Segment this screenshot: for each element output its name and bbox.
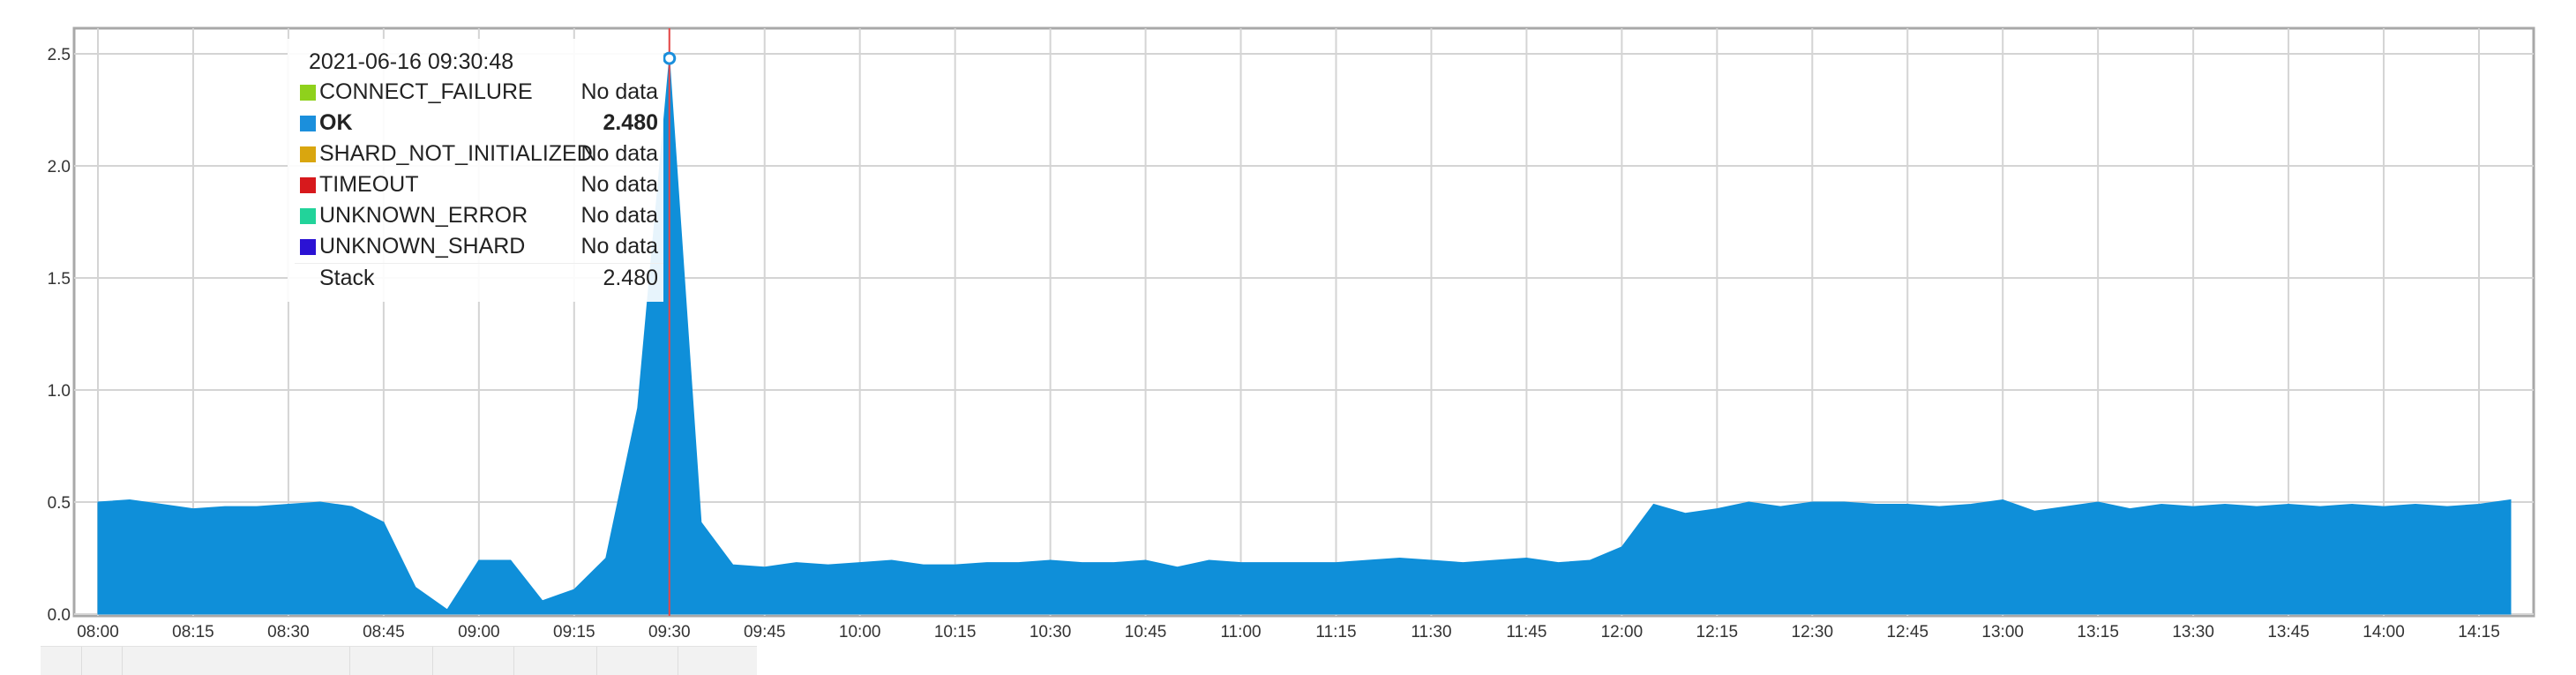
bottom-strip-segment	[81, 647, 82, 675]
bottom-scroll-strip[interactable]	[41, 646, 757, 675]
hover-point-marker	[663, 51, 677, 65]
tooltip-stack-row: Stack 2.480	[295, 263, 663, 294]
x-tick-label: 12:30	[1792, 623, 1834, 641]
x-tick-label: 11:30	[1411, 623, 1451, 641]
tooltip-row-timeout: TIMEOUT No data	[295, 170, 663, 200]
x-tick-label: 09:15	[553, 623, 595, 641]
tooltip-row-ok: OK 2.480	[295, 109, 663, 139]
legend-swatch	[300, 208, 316, 224]
x-tick-label: 11:45	[1506, 623, 1546, 641]
x-tick-label: 08:45	[363, 623, 405, 641]
tooltip-series-name: OK	[319, 110, 353, 135]
x-tick-label: 09:00	[458, 623, 500, 641]
x-tick-label: 12:00	[1601, 623, 1644, 641]
tooltip-row-connect-failure: CONNECT_FAILURE No data	[295, 78, 663, 108]
crosshair-cursor	[663, 28, 677, 616]
legend-swatch	[300, 177, 316, 193]
tooltip-row-unknown-error: UNKNOWN_ERROR No data	[295, 201, 663, 231]
legend-swatch	[300, 239, 316, 255]
x-tick-label: 10:15	[934, 623, 977, 641]
y-tick-label: 0.5	[48, 494, 71, 513]
bottom-strip-segment	[349, 647, 350, 675]
x-tick-label: 08:00	[77, 623, 119, 641]
tooltip-series-value: No data	[580, 203, 658, 228]
series-area-layer	[97, 58, 2512, 615]
tooltip-row-unknown-shard: UNKNOWN_SHARD No data	[295, 232, 663, 262]
tooltip-series-value: No data	[580, 234, 658, 259]
x-tick-label: 11:00	[1220, 623, 1261, 641]
x-tick-label: 13:00	[1981, 623, 2024, 641]
x-tick-label: 09:30	[648, 623, 691, 641]
tooltip-stack-label: Stack	[319, 266, 375, 290]
bottom-strip-segment	[122, 647, 123, 675]
bottom-strip-segment	[596, 647, 597, 675]
x-tick-label: 08:15	[172, 623, 214, 641]
tooltip-series-value: No data	[580, 172, 658, 197]
tooltip-series-name: SHARD_NOT_INITIALIZED	[319, 141, 593, 166]
x-tick-label: 10:45	[1125, 623, 1167, 641]
tooltip-series-name: UNKNOWN_SHARD	[319, 234, 526, 259]
axis-tick-labels: 0.0 0.5 1.0 1.5 2.0 2.5 08:00 08:15 08:30 08:45 09…	[48, 46, 2500, 641]
x-tick-label: 12:15	[1696, 623, 1739, 641]
legend-swatch	[300, 116, 316, 131]
tooltip-series-name: CONNECT_FAILURE	[319, 79, 533, 104]
x-tick-label: 11:15	[1315, 623, 1356, 641]
tooltip-series-value: 2.480	[603, 110, 658, 135]
tooltip-series-value: No data	[580, 79, 658, 104]
x-tick-label: 14:15	[2458, 623, 2500, 641]
legend-swatch	[300, 146, 316, 162]
x-tick-label: 08:30	[267, 623, 310, 641]
x-tick-label: 13:30	[2172, 623, 2214, 641]
tooltip-row-shard-not-initialized: SHARD_NOT_INITIALIZED No data	[295, 139, 663, 169]
tooltip-timestamp: 2021-06-16 09:30:48	[309, 49, 514, 74]
x-tick-label: 12:45	[1886, 623, 1928, 641]
y-tick-label: 1.0	[48, 382, 71, 401]
series-area-ok	[97, 58, 2512, 615]
x-tick-label: 10:00	[839, 623, 881, 641]
y-tick-label: 2.5	[48, 46, 71, 64]
x-tick-label: 13:15	[2077, 623, 2119, 641]
x-tick-label: 09:45	[744, 623, 786, 641]
x-tick-label: 14:00	[2363, 623, 2405, 641]
tooltip-series-value: No data	[580, 141, 658, 166]
tooltip-stack-value: 2.480	[603, 266, 658, 290]
tooltip-series-name: UNKNOWN_ERROR	[319, 203, 528, 228]
legend-swatch	[300, 85, 316, 101]
y-tick-label: 0.0	[48, 606, 71, 625]
tooltip-series-name: TIMEOUT	[319, 172, 419, 197]
y-tick-label: 2.0	[48, 158, 71, 176]
x-tick-label: 10:30	[1030, 623, 1072, 641]
bottom-strip-segment	[513, 647, 514, 675]
y-tick-label: 1.5	[48, 270, 71, 289]
x-tick-label: 13:45	[2267, 623, 2310, 641]
bottom-strip-segment	[432, 647, 433, 675]
hover-tooltip: 2021-06-16 09:30:48 CONNECT_FAILURE No da…	[288, 39, 663, 302]
